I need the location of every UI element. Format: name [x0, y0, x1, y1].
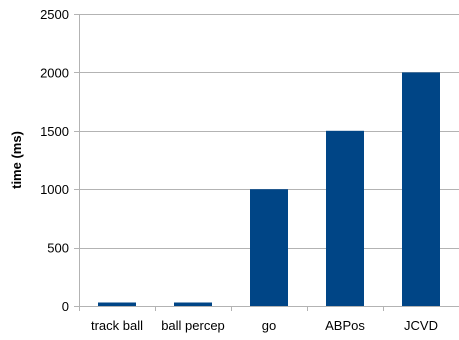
- y-tick-label: 500: [47, 241, 69, 256]
- y-tick-label: 1500: [40, 124, 69, 139]
- x-tick-label: JCVD: [404, 318, 438, 333]
- bar-track-ball: [98, 302, 136, 306]
- y-tick-label: 1000: [40, 182, 69, 197]
- bar-go: [250, 189, 288, 306]
- x-tick-labels: track ball ball percep go ABPos JCVD: [91, 318, 438, 333]
- x-tick-label: go: [262, 318, 276, 333]
- y-tick-label: 2000: [40, 65, 69, 80]
- bar-jcvd: [402, 72, 440, 307]
- x-tick-label: ball percep: [161, 318, 225, 333]
- bar-abpos: [326, 130, 364, 306]
- y-tick-label: 2500: [40, 7, 69, 22]
- x-tick-label: track ball: [91, 318, 143, 333]
- y-axis-label: time (ms): [9, 131, 24, 189]
- bar-ball-percep: [174, 302, 212, 306]
- y-tick-labels: 0 500 1000 1500 2000 2500: [40, 7, 69, 314]
- y-tick-label: 0: [62, 299, 69, 314]
- bars: [98, 72, 440, 307]
- x-tick-label: ABPos: [325, 318, 365, 333]
- axes: [74, 14, 459, 311]
